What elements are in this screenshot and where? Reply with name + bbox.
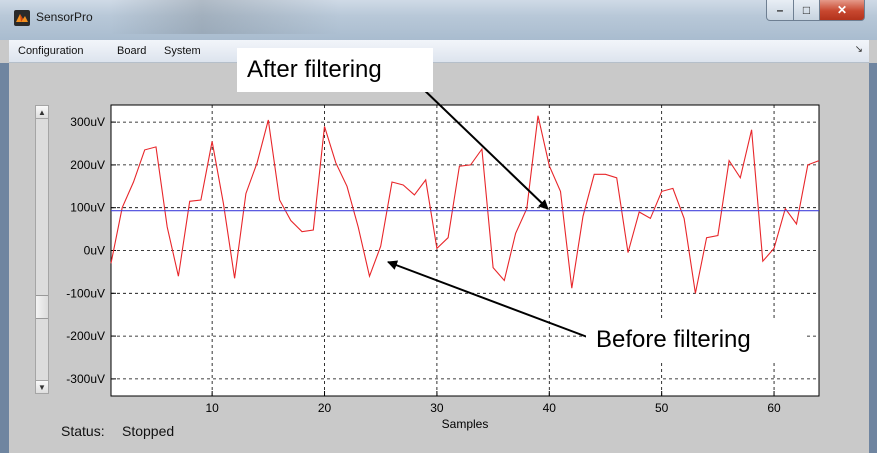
x-tick-label: 20 — [318, 401, 332, 415]
dock-arrow-icon[interactable]: ↘ — [854, 44, 863, 55]
window-controls: – □ ✕ — [766, 0, 865, 22]
y-axis: 300uV 200uV 100uV 0uV -100uV -200uV -300uV — [66, 115, 116, 386]
after-filtering-arrow — [419, 85, 549, 210]
maximize-button[interactable]: □ — [794, 0, 820, 21]
status-label: Status: — [61, 423, 105, 439]
window-title: SensorPro — [36, 10, 93, 24]
x-tick-label: 30 — [430, 401, 444, 415]
scroll-down-arrow-icon[interactable]: ▼ — [36, 380, 48, 393]
y-tick-label: 200uV — [70, 158, 105, 172]
status-value: Stopped — [122, 423, 175, 439]
y-tick-label: 300uV — [70, 115, 105, 129]
app-icon — [14, 10, 30, 26]
x-tick-label: 40 — [543, 401, 557, 415]
y-tick-label: -100uV — [66, 286, 105, 300]
minimize-button[interactable]: – — [766, 0, 794, 21]
title-bar[interactable]: SensorPro – □ ✕ — [0, 0, 877, 40]
x-tick-label: 10 — [205, 401, 219, 415]
series-group — [110, 115, 820, 294]
menu-board[interactable]: Board — [117, 45, 147, 57]
raw-signal-line — [110, 115, 820, 294]
y-tick-label: -200uV — [66, 329, 105, 343]
y-tick-label: -300uV — [66, 372, 105, 386]
x-axis: 10 20 30 40 50 60 — [205, 391, 781, 415]
menu-bar: Configuration Board System ↘ — [9, 40, 869, 63]
scroll-thumb[interactable] — [36, 295, 48, 319]
vertical-scrollbar[interactable]: ▲ ▼ — [35, 105, 49, 394]
close-button[interactable]: ✕ — [820, 0, 865, 21]
menu-system[interactable]: System — [164, 45, 201, 57]
x-axis-label: Samples — [442, 417, 489, 431]
x-tick-label: 50 — [655, 401, 669, 415]
after-filtering-callout: After filtering — [237, 48, 433, 92]
menu-configuration[interactable]: Configuration — [18, 45, 84, 57]
x-tick-label: 60 — [767, 401, 781, 415]
y-tick-label: 100uV — [70, 201, 105, 215]
before-filtering-arrow — [387, 260, 591, 339]
y-tick-label: 0uV — [84, 244, 105, 258]
before-filtering-callout: Before filtering — [586, 318, 806, 362]
scroll-up-arrow-icon[interactable]: ▲ — [36, 106, 48, 119]
